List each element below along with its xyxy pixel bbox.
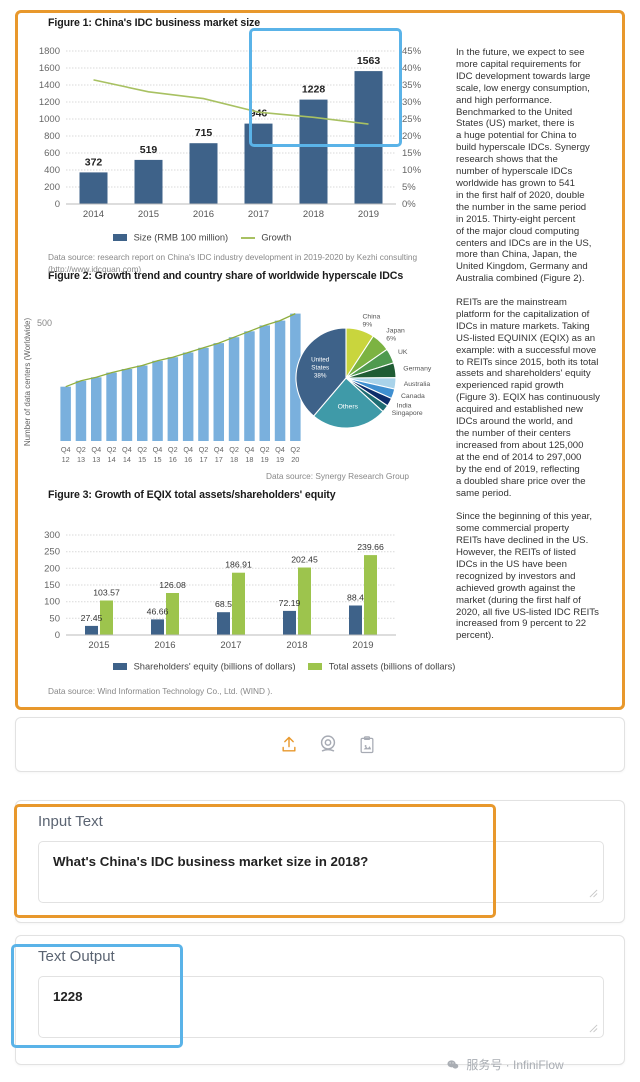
svg-text:Q4: Q4 xyxy=(122,445,132,454)
svg-text:Q4: Q4 xyxy=(61,445,71,454)
svg-text:126.08: 126.08 xyxy=(159,580,186,590)
svg-text:72.19: 72.19 xyxy=(279,598,301,608)
svg-text:14: 14 xyxy=(108,455,116,464)
svg-text:16: 16 xyxy=(169,455,177,464)
svg-text:20%: 20% xyxy=(402,131,422,142)
svg-text:Q4: Q4 xyxy=(214,445,224,454)
svg-text:China: China xyxy=(363,313,381,320)
svg-text:2019: 2019 xyxy=(358,209,379,220)
svg-text:Q2: Q2 xyxy=(229,445,239,454)
svg-text:15: 15 xyxy=(138,455,146,464)
svg-text:12: 12 xyxy=(62,455,70,464)
svg-text:Q4: Q4 xyxy=(153,445,163,454)
svg-text:2017: 2017 xyxy=(220,640,241,651)
svg-text:715: 715 xyxy=(195,127,213,139)
svg-text:Q4: Q4 xyxy=(245,445,255,454)
svg-text:Japan: Japan xyxy=(386,327,405,334)
svg-text:88.4: 88.4 xyxy=(347,593,364,603)
svg-text:35%: 35% xyxy=(402,80,422,91)
svg-text:16: 16 xyxy=(184,455,192,464)
svg-text:30%: 30% xyxy=(402,97,422,108)
svg-text:1800: 1800 xyxy=(39,46,60,57)
svg-text:Q2: Q2 xyxy=(107,445,117,454)
svg-text:50: 50 xyxy=(49,613,60,624)
svg-text:Q2: Q2 xyxy=(76,445,86,454)
svg-text:States: States xyxy=(311,365,329,372)
svg-text:519: 519 xyxy=(140,144,158,156)
svg-text:250: 250 xyxy=(44,547,60,558)
svg-text:14: 14 xyxy=(123,455,131,464)
svg-text:United: United xyxy=(311,357,330,364)
svg-text:1000: 1000 xyxy=(39,114,60,125)
svg-text:400: 400 xyxy=(44,165,60,176)
svg-text:45%: 45% xyxy=(402,46,422,57)
svg-text:0%: 0% xyxy=(402,199,416,210)
svg-text:2018: 2018 xyxy=(286,640,307,651)
svg-text:Others: Others xyxy=(338,403,359,410)
svg-text:100: 100 xyxy=(44,597,60,608)
svg-text:372: 372 xyxy=(85,156,103,168)
svg-text:UK: UK xyxy=(398,349,408,356)
svg-text:Number of data centers (Worldw: Number of data centers (Worldwide) xyxy=(23,317,32,446)
svg-text:200: 200 xyxy=(44,182,60,193)
svg-text:500: 500 xyxy=(37,318,52,328)
svg-text:9%: 9% xyxy=(363,321,373,328)
svg-text:1400: 1400 xyxy=(39,80,60,91)
svg-text:2016: 2016 xyxy=(193,209,214,220)
svg-text:200: 200 xyxy=(44,563,60,574)
svg-text:25%: 25% xyxy=(402,114,422,125)
svg-text:2015: 2015 xyxy=(88,640,109,651)
svg-text:1600: 1600 xyxy=(39,63,60,74)
svg-text:17: 17 xyxy=(215,455,223,464)
svg-text:Germany: Germany xyxy=(403,365,432,372)
svg-text:27.45: 27.45 xyxy=(81,613,103,623)
svg-text:18: 18 xyxy=(230,455,238,464)
svg-text:1200: 1200 xyxy=(39,97,60,108)
svg-text:15%: 15% xyxy=(402,148,422,159)
svg-text:202.45: 202.45 xyxy=(291,555,318,565)
svg-text:186.91: 186.91 xyxy=(225,560,252,570)
svg-text:150: 150 xyxy=(44,580,60,591)
svg-text:13: 13 xyxy=(92,455,100,464)
svg-text:0: 0 xyxy=(55,199,60,210)
svg-text:2014: 2014 xyxy=(83,209,104,220)
svg-text:5%: 5% xyxy=(402,182,416,193)
svg-text:Singapore: Singapore xyxy=(392,410,423,417)
svg-text:18: 18 xyxy=(245,455,253,464)
svg-text:800: 800 xyxy=(44,131,60,142)
svg-text:103.57: 103.57 xyxy=(93,588,120,598)
svg-text:Q2: Q2 xyxy=(168,445,178,454)
svg-text:17: 17 xyxy=(199,455,207,464)
svg-text:2015: 2015 xyxy=(138,209,159,220)
svg-text:Q4: Q4 xyxy=(91,445,101,454)
svg-text:0: 0 xyxy=(55,630,60,641)
svg-text:46.66: 46.66 xyxy=(147,606,169,616)
svg-text:300: 300 xyxy=(44,530,60,541)
svg-text:Q2: Q2 xyxy=(199,445,209,454)
svg-text:68.5: 68.5 xyxy=(215,599,232,609)
svg-text:Canada: Canada xyxy=(401,393,425,400)
svg-text:2019: 2019 xyxy=(352,640,373,651)
svg-text:40%: 40% xyxy=(402,63,422,74)
svg-text:Australia: Australia xyxy=(404,381,431,388)
svg-text:Q4: Q4 xyxy=(183,445,193,454)
svg-text:2017: 2017 xyxy=(248,209,269,220)
svg-text:600: 600 xyxy=(44,148,60,159)
svg-text:2018: 2018 xyxy=(303,209,324,220)
svg-text:38%: 38% xyxy=(314,373,327,380)
svg-text:13: 13 xyxy=(77,455,85,464)
svg-text:10%: 10% xyxy=(402,165,422,176)
svg-text:15: 15 xyxy=(153,455,161,464)
svg-text:Q2: Q2 xyxy=(137,445,147,454)
svg-text:2016: 2016 xyxy=(154,640,175,651)
svg-text:6%: 6% xyxy=(386,335,396,342)
svg-text:239.66: 239.66 xyxy=(357,542,384,552)
svg-text:India: India xyxy=(397,403,412,410)
